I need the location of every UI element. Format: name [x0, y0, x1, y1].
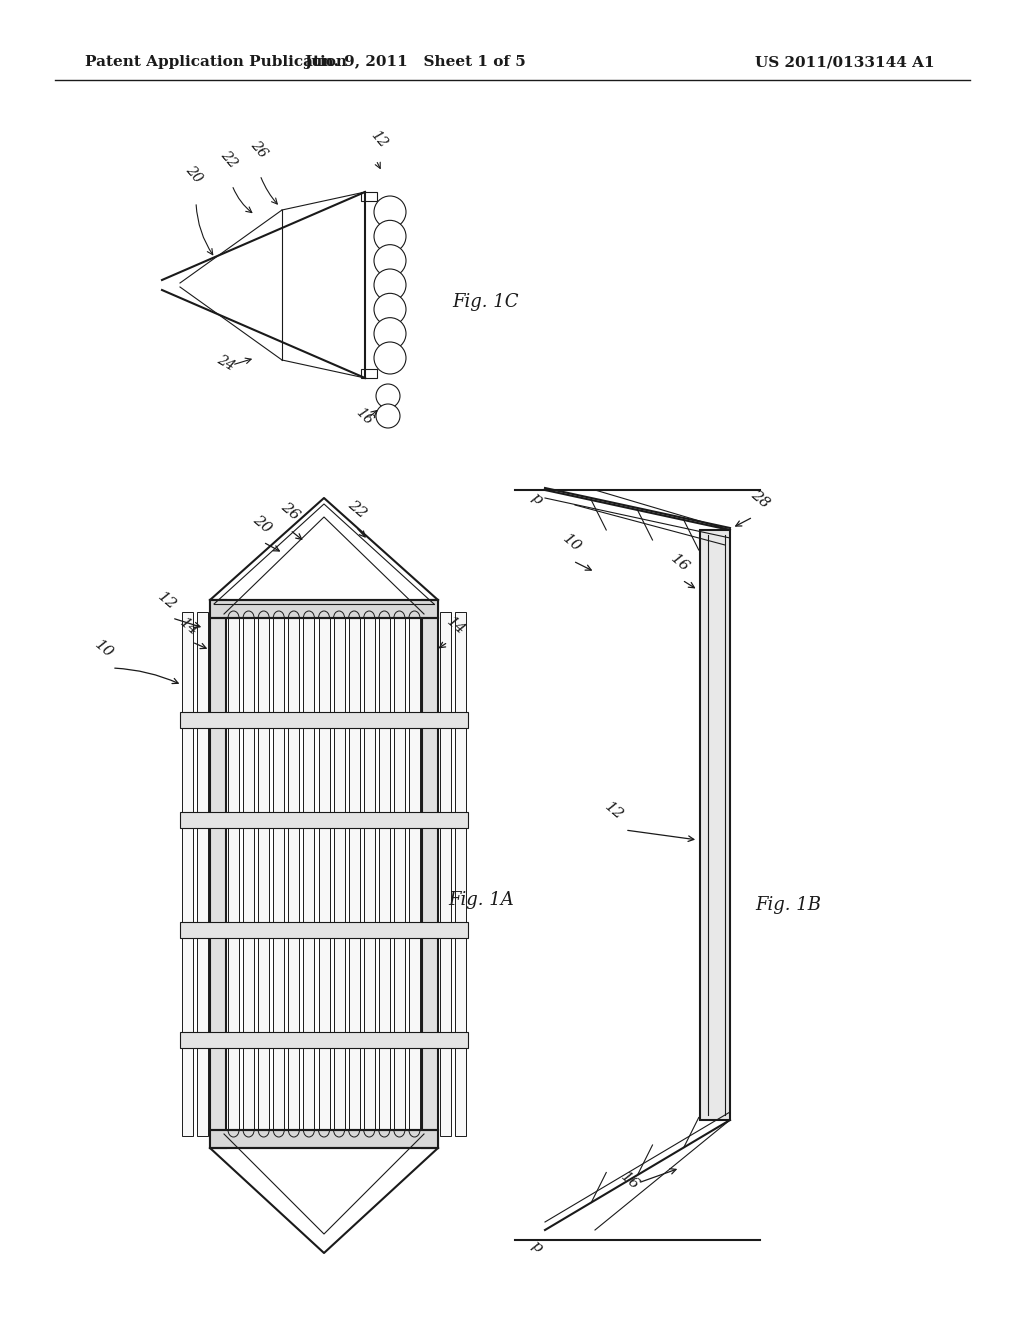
Text: 12: 12 — [368, 128, 390, 150]
Text: Patent Application Publication: Patent Application Publication — [85, 55, 347, 69]
Bar — [180, 1032, 468, 1048]
Text: 26: 26 — [248, 139, 270, 161]
Bar — [258, 612, 269, 1137]
Text: US 2011/0133144 A1: US 2011/0133144 A1 — [755, 55, 935, 69]
Bar — [210, 601, 438, 618]
Bar — [273, 612, 285, 1137]
Circle shape — [374, 342, 406, 374]
Bar — [700, 531, 730, 1119]
Text: 24: 24 — [215, 352, 238, 374]
Bar — [210, 601, 226, 1148]
Text: 12: 12 — [602, 800, 626, 822]
Text: 14: 14 — [177, 615, 201, 639]
Bar — [197, 612, 208, 1137]
Text: 22: 22 — [218, 148, 241, 172]
Circle shape — [374, 220, 406, 252]
Bar — [228, 612, 239, 1137]
Bar — [289, 612, 299, 1137]
Text: 10: 10 — [560, 532, 584, 554]
Text: 20: 20 — [250, 512, 274, 536]
Bar — [455, 612, 466, 1137]
Bar — [318, 612, 330, 1137]
Bar — [348, 612, 359, 1137]
Text: 16: 16 — [618, 1170, 642, 1193]
Text: p: p — [528, 1238, 545, 1255]
Bar — [334, 612, 345, 1137]
Bar — [364, 612, 375, 1137]
Bar — [422, 601, 438, 1148]
Bar — [379, 612, 390, 1137]
Bar — [180, 812, 468, 828]
Text: 16: 16 — [668, 552, 692, 576]
Circle shape — [374, 318, 406, 350]
Bar — [361, 370, 377, 378]
Bar — [361, 191, 377, 201]
Bar — [182, 612, 193, 1137]
Circle shape — [376, 384, 400, 408]
Text: p: p — [528, 490, 545, 507]
Text: 26: 26 — [278, 500, 302, 523]
Text: 12: 12 — [155, 590, 179, 612]
Bar — [180, 921, 468, 939]
Bar — [303, 612, 314, 1137]
Bar — [409, 612, 420, 1137]
Text: Fig. 1B: Fig. 1B — [755, 896, 821, 913]
Circle shape — [376, 404, 400, 428]
Text: 22: 22 — [345, 498, 369, 521]
Text: 20: 20 — [183, 164, 205, 186]
Text: 28: 28 — [748, 488, 772, 511]
Circle shape — [374, 244, 406, 277]
Text: Fig. 1C: Fig. 1C — [452, 293, 518, 312]
Text: Jun. 9, 2011   Sheet 1 of 5: Jun. 9, 2011 Sheet 1 of 5 — [304, 55, 526, 69]
Circle shape — [374, 269, 406, 301]
Text: 14: 14 — [444, 615, 468, 638]
Bar — [394, 612, 404, 1137]
Bar — [243, 612, 254, 1137]
Text: 16: 16 — [353, 405, 376, 428]
Bar — [180, 711, 468, 729]
Text: 10: 10 — [92, 638, 116, 661]
Text: Fig. 1A: Fig. 1A — [449, 891, 514, 909]
Circle shape — [374, 195, 406, 228]
Bar — [440, 612, 451, 1137]
Bar — [210, 1130, 438, 1148]
Circle shape — [374, 293, 406, 325]
